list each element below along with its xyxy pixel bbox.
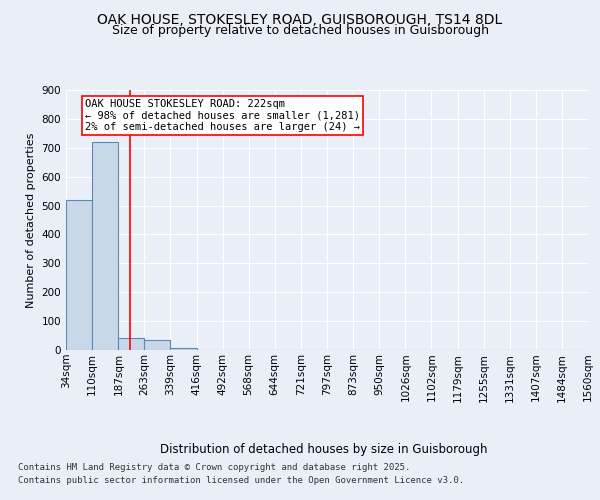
Bar: [118, 338, 145, 350]
Bar: [145, 340, 170, 350]
Text: Contains HM Land Registry data © Crown copyright and database right 2025.: Contains HM Land Registry data © Crown c…: [18, 464, 410, 472]
Bar: [92, 142, 118, 350]
Bar: [170, 348, 197, 350]
Text: Size of property relative to detached houses in Guisborough: Size of property relative to detached ho…: [112, 24, 488, 37]
Y-axis label: Number of detached properties: Number of detached properties: [26, 132, 36, 308]
Text: Contains public sector information licensed under the Open Government Licence v3: Contains public sector information licen…: [18, 476, 464, 485]
Bar: [66, 200, 92, 350]
Text: OAK HOUSE STOKESLEY ROAD: 222sqm
← 98% of detached houses are smaller (1,281)
2%: OAK HOUSE STOKESLEY ROAD: 222sqm ← 98% o…: [85, 98, 360, 132]
Text: Distribution of detached houses by size in Guisborough: Distribution of detached houses by size …: [160, 442, 488, 456]
Text: OAK HOUSE, STOKESLEY ROAD, GUISBOROUGH, TS14 8DL: OAK HOUSE, STOKESLEY ROAD, GUISBOROUGH, …: [97, 12, 503, 26]
